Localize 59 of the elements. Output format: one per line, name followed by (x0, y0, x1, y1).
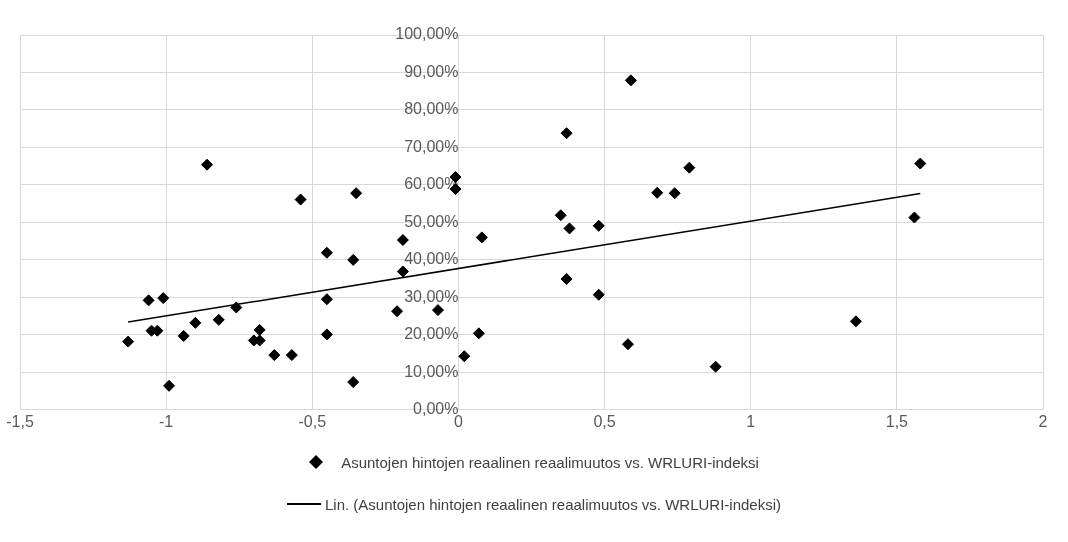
point (560, 273, 573, 285)
point (201, 158, 214, 171)
legend-label: Lin. (Asuntojen hintojen reaalinen reaalimuutos vs. WRLURI-indeksi) (324, 495, 782, 513)
x-tick-label: 1 (746, 412, 756, 430)
point (849, 315, 862, 328)
point (350, 187, 363, 200)
point (592, 219, 605, 232)
point (122, 335, 135, 348)
point (563, 222, 576, 235)
point (431, 304, 444, 317)
point (668, 187, 681, 200)
point (347, 376, 360, 389)
point (683, 161, 696, 174)
y-tick-label: 80,00% (404, 100, 459, 118)
point (189, 316, 202, 329)
point (472, 327, 485, 340)
x-tick-label: 0,5 (593, 412, 616, 430)
point (320, 328, 333, 341)
y-tick-label: 10,00% (404, 362, 459, 380)
y-tick-label: 50,00% (404, 212, 459, 230)
point (554, 209, 567, 222)
y-tick-label: 40,00% (404, 250, 459, 268)
point (458, 350, 471, 363)
x-tick-label: -1,5 (6, 412, 34, 430)
point (177, 329, 190, 342)
point (347, 253, 360, 266)
x-tick-label: -1 (159, 412, 174, 430)
point (212, 313, 225, 326)
legend-label: Asuntojen hintojen reaalinen reaalimuutos vs. WRLURI-indeksi (341, 453, 759, 471)
point (142, 294, 155, 307)
x-tick-label: -0,5 (298, 412, 327, 430)
point (475, 231, 488, 244)
point (396, 265, 409, 278)
y-tick-label: 90,00% (404, 62, 459, 80)
point (320, 293, 333, 306)
point (285, 349, 298, 362)
point (268, 349, 281, 362)
point (908, 211, 921, 224)
x-tick-label: 2 (1038, 412, 1048, 430)
point (157, 292, 170, 305)
point (294, 193, 307, 206)
point (621, 338, 634, 351)
point (230, 301, 243, 314)
y-tick-label: 20,00% (404, 325, 459, 343)
y-tick-label: 30,00% (404, 287, 459, 305)
point (253, 323, 266, 336)
point (709, 360, 722, 373)
point (396, 234, 409, 247)
point (560, 127, 573, 140)
point (651, 186, 664, 199)
point (391, 305, 404, 318)
y-tick-label: 100,00% (395, 25, 459, 43)
point (624, 74, 637, 87)
point (320, 246, 333, 259)
y-tick-label: 70,00% (404, 137, 459, 155)
point (163, 379, 176, 392)
point (592, 288, 605, 301)
point (914, 157, 927, 170)
x-tick-label: 1,5 (885, 412, 909, 430)
